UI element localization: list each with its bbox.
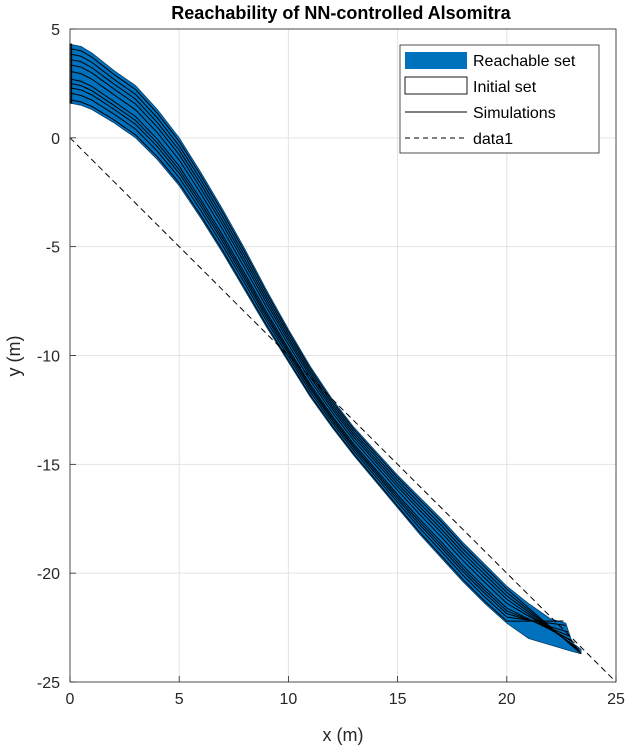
x-tick-label: 10 (280, 691, 298, 708)
y-tick-label: -10 (37, 349, 60, 366)
x-axis-label: x (m) (323, 725, 364, 745)
legend: Reachable set Initial set Simulations da… (399, 44, 600, 154)
simulation-trajectory (69, 53, 581, 652)
y-tick-label: -15 (37, 457, 60, 474)
y-tick-label: -5 (46, 240, 60, 257)
legend-swatch-initial-set (404, 76, 468, 95)
simulation-trajectory (69, 87, 569, 633)
simulation-trajectory (69, 82, 571, 637)
simulation-lines (69, 48, 582, 655)
legend-swatch-reachable-set (405, 52, 467, 69)
y-axis-label: y (m) (4, 336, 24, 377)
x-tick-label: 20 (498, 691, 516, 708)
legend-label-reachable-set: Reachable set (473, 53, 576, 70)
axis-ticks: 0 5 10 15 20 25 -25 -20 -15 -10 -5 0 5 (37, 22, 625, 708)
x-tick-label: 5 (175, 691, 184, 708)
y-tick-label: -25 (37, 675, 60, 692)
reference-line (69, 137, 617, 683)
reachable-set-region (69, 43, 582, 655)
reachable-set-area (69, 43, 582, 655)
chart-title: Reachability of NN-controlled Alsomitra (171, 3, 511, 23)
legend-label-simulations: Simulations (473, 105, 556, 122)
x-tick-label: 0 (66, 691, 75, 708)
x-tick-label: 25 (607, 691, 625, 708)
legend-label-data1: data1 (473, 131, 513, 148)
y-tick-label: 5 (51, 22, 60, 39)
y-tick-label: 0 (51, 131, 60, 148)
legend-label-initial-set: Initial set (473, 79, 537, 96)
simulation-trajectory (69, 99, 564, 622)
simulation-trajectory (69, 78, 573, 642)
data1-dashed-line (69, 137, 617, 683)
simulation-trajectory (69, 64, 577, 648)
y-tick-label: -20 (37, 566, 60, 583)
simulation-trajectory (69, 70, 575, 644)
simulation-trajectory (69, 92, 566, 626)
simulation-trajectory (69, 58, 580, 650)
x-tick-label: 15 (389, 691, 407, 708)
